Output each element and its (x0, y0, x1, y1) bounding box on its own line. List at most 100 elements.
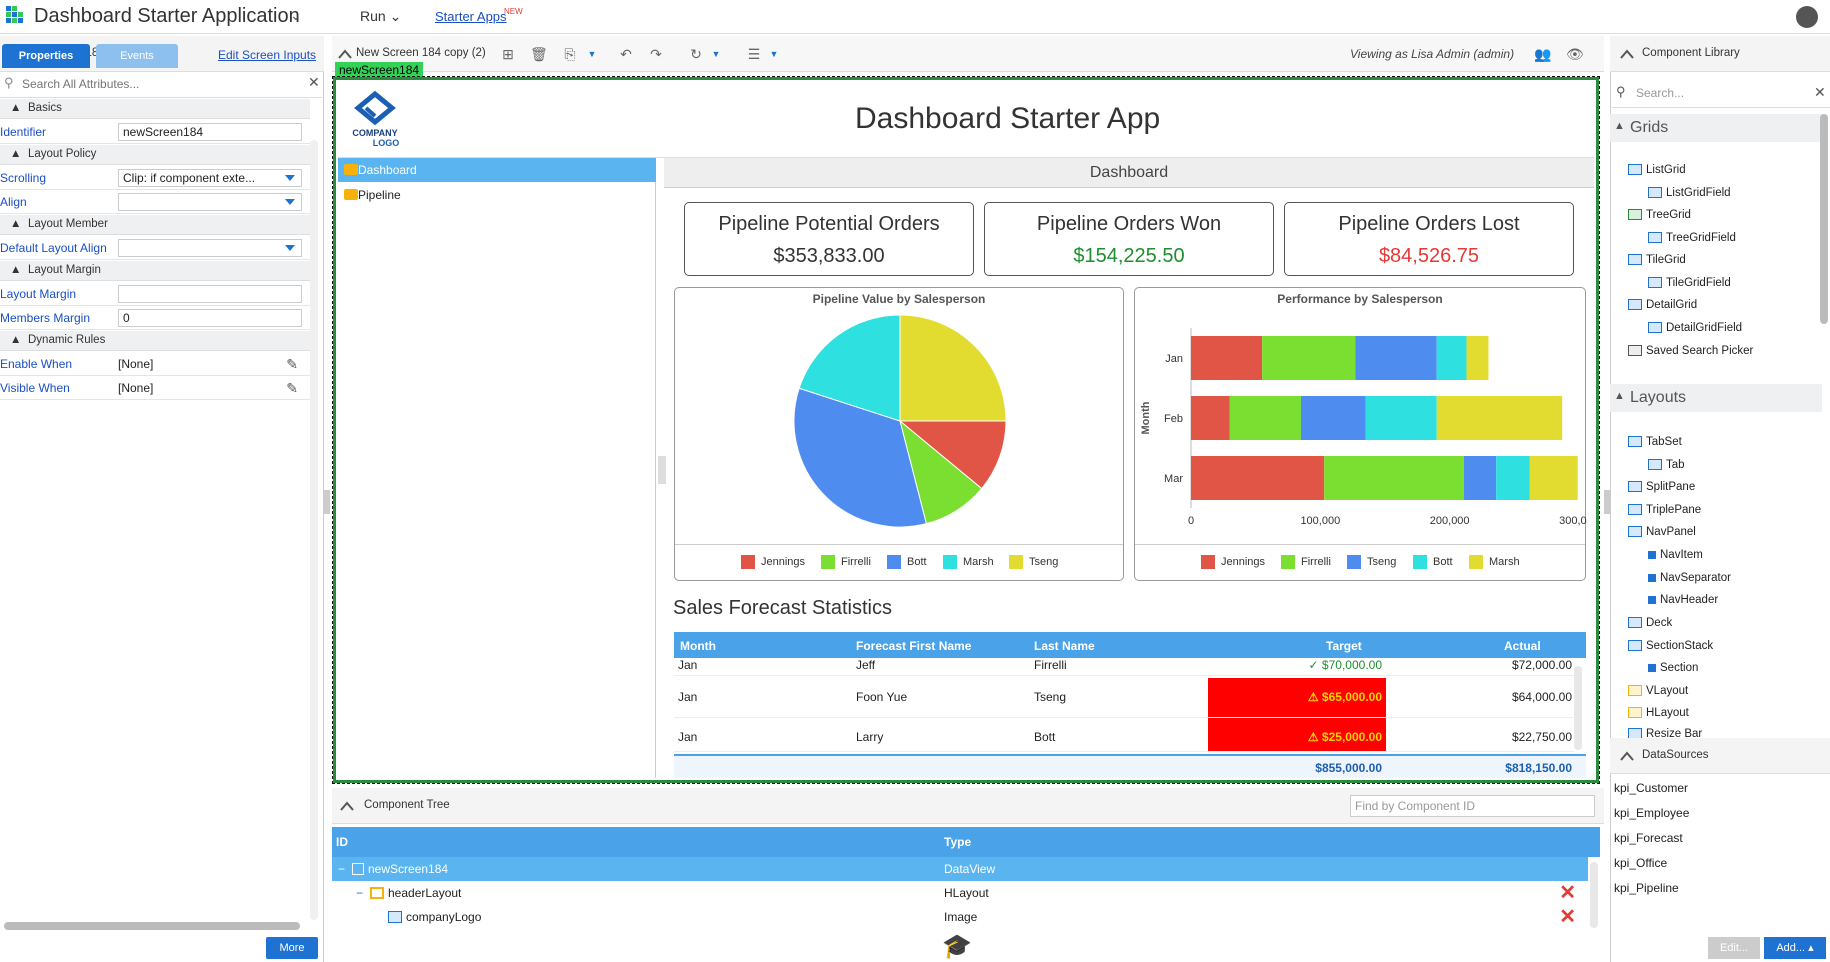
lib-item-saved-search-picker[interactable]: Saved Search Picker (1628, 345, 1753, 357)
legend-item[interactable]: Bott (1413, 555, 1453, 569)
legend-item[interactable]: Marsh (943, 555, 994, 569)
lib-item-tab[interactable]: Tab (1648, 459, 1685, 471)
lib-item-tilegrid[interactable]: TileGrid (1628, 254, 1686, 266)
bar-feb-tseng[interactable] (1300, 396, 1366, 440)
identifier-field[interactable]: newScreen184 (118, 123, 302, 141)
datasource-item[interactable]: kpi_Pipeline (1614, 881, 1679, 895)
edit-screen-inputs-link[interactable]: Edit Screen Inputs (218, 48, 317, 62)
find-component-input[interactable]: Find by Component ID (1350, 795, 1595, 817)
bar-feb-jennings[interactable] (1191, 396, 1230, 440)
lib-item-tabset[interactable]: TabSet (1628, 436, 1682, 448)
datasource-item[interactable]: kpi_Office (1614, 856, 1668, 870)
add-screen-icon[interactable]: ⊞ (502, 46, 514, 62)
datasource-item[interactable]: kpi_Employee (1614, 806, 1690, 820)
pie-slice-tseng[interactable] (899, 314, 1007, 422)
bar-mar-jennings[interactable] (1191, 456, 1325, 500)
search-attributes-input[interactable] (20, 75, 300, 93)
col-header[interactable]: Forecast First Name (856, 639, 972, 653)
section-layout-policy[interactable]: ▲ Layout Policy (0, 145, 310, 165)
graduation-cap-icon[interactable]: 🎓 (942, 933, 972, 960)
tab-properties[interactable]: Properties (2, 44, 90, 68)
lib-item-tilegridfield[interactable]: TileGridField (1648, 277, 1731, 289)
menu-icon[interactable]: ☰ (747, 46, 761, 62)
starter-apps-link[interactable]: Starter Apps (435, 9, 507, 24)
lib-item-listgridfield[interactable]: ListGridField (1648, 187, 1731, 199)
tree-row[interactable]: − newScreen184 DataView (332, 857, 1588, 881)
chevron-down-icon[interactable]: ▼ (587, 49, 597, 59)
pie-slice-jennings[interactable] (898, 420, 1007, 490)
trash-icon[interactable]: 🗑 (530, 46, 548, 62)
layout-margin-field[interactable] (118, 285, 302, 303)
library-scrollbar[interactable] (1820, 114, 1828, 324)
chevron-down-icon[interactable]: ▼ (769, 49, 779, 59)
collapse-toggle-icon[interactable]: − (356, 886, 364, 900)
col-header[interactable]: Last Name (1034, 639, 1095, 653)
nav-item-pipeline[interactable]: Pipeline (338, 183, 656, 207)
delete-icon[interactable]: ✕ (1559, 906, 1576, 928)
bar-mar-bott[interactable] (1496, 456, 1530, 500)
bar-jan-bott[interactable] (1436, 336, 1467, 380)
app-title[interactable]: Dashboard Starter Application (34, 5, 300, 27)
table-row[interactable]: Jan Larry Bott ⚠ $25,000.00 $22,750.00 (674, 718, 1574, 752)
lib-item-navpanel[interactable]: NavPanel (1628, 526, 1696, 538)
scrolling-select[interactable]: Clip: if component exte... (118, 169, 302, 187)
pie-slice-bott[interactable] (793, 387, 927, 528)
col-header[interactable]: Type (944, 835, 972, 849)
legend-item[interactable]: Tseng (1347, 555, 1396, 569)
collapse-left-handle[interactable] (324, 490, 330, 514)
col-header[interactable]: ID (336, 835, 348, 849)
lib-item-detailgridfield[interactable]: DetailGridField (1648, 322, 1742, 334)
lib-item-navseparator[interactable]: NavSeparator (1648, 572, 1731, 584)
delete-icon[interactable]: ✕ (1559, 882, 1576, 904)
user-account-icon[interactable] (1796, 6, 1818, 28)
col-header[interactable]: Actual (1504, 639, 1541, 653)
run-menu[interactable]: Run ⌄ (360, 8, 401, 25)
clear-icon[interactable]: ✕ (1814, 84, 1826, 100)
clear-icon[interactable]: ✕ (308, 74, 320, 90)
lib-item-section[interactable]: Section (1648, 662, 1698, 674)
export-icon[interactable]: ⎘ (564, 46, 576, 62)
lib-item-splitpane[interactable]: SplitPane (1628, 481, 1695, 493)
table-row[interactable]: Jan Jeff Firrelli ✓ $70,000.00 $72,000.0… (674, 658, 1574, 676)
datasource-item[interactable]: kpi_Forecast (1614, 831, 1683, 845)
col-header[interactable]: Month (680, 639, 716, 653)
lib-item-hlayout[interactable]: HLayout (1628, 707, 1689, 719)
collapse-icon[interactable] (340, 801, 354, 811)
default-layout-align-select[interactable] (118, 239, 302, 257)
legend-item[interactable]: Tseng (1009, 555, 1058, 569)
sales-grid-scrollbar[interactable] (1574, 666, 1582, 750)
add-datasource-button[interactable]: Add... ▴ (1764, 937, 1826, 959)
dashboard-section-header[interactable]: Dashboard (664, 158, 1594, 188)
group-layouts[interactable]: ▲ Layouts (1610, 384, 1822, 412)
more-button[interactable]: More (266, 937, 318, 959)
lib-item-vlayout[interactable]: VLayout (1628, 685, 1688, 697)
bar-jan-jennings[interactable] (1191, 336, 1263, 380)
tree-row[interactable]: − headerLayout HLayout ✕ (332, 881, 1588, 905)
section-dynamic-rules[interactable]: ▲ Dynamic Rules (0, 331, 310, 351)
chevron-down-icon[interactable]: ⌄ (290, 7, 302, 23)
tree-scrollbar[interactable] (1590, 862, 1598, 928)
refresh-icon[interactable]: ↻ (690, 46, 702, 62)
datasource-item[interactable]: kpi_Customer (1614, 781, 1689, 795)
table-row[interactable]: Jan Foon Yue Tseng ⚠ $65,000.00 $64,000.… (674, 678, 1574, 718)
lib-item-treegridfield[interactable]: TreeGridField (1648, 232, 1736, 244)
col-header[interactable]: Target (1326, 639, 1362, 653)
lib-item-navheader[interactable]: NavHeader (1648, 594, 1718, 606)
chevron-down-icon[interactable]: ▼ (711, 49, 721, 59)
collapse-icon[interactable] (338, 49, 352, 59)
bar-feb-bott[interactable] (1365, 396, 1437, 440)
bar-feb-marsh[interactable] (1436, 396, 1563, 440)
nav-item-dashboard[interactable]: Dashboard (338, 158, 656, 182)
bar-jan-tseng[interactable] (1355, 336, 1437, 380)
bar-feb-firrelli[interactable] (1229, 396, 1301, 440)
legend-item[interactable]: Jennings (741, 555, 805, 569)
lib-item-triplepane[interactable]: TriplePane (1628, 504, 1701, 516)
bar-mar-tseng[interactable] (1463, 456, 1497, 500)
lib-item-navitem[interactable]: NavItem (1648, 549, 1703, 561)
eye-icon[interactable]: 👁 (1566, 46, 1584, 62)
group-grids[interactable]: ▲ Grids (1610, 114, 1822, 142)
collapse-icon[interactable] (1620, 751, 1634, 761)
tab-events[interactable]: Events (96, 44, 178, 68)
bar-mar-marsh[interactable] (1529, 456, 1578, 500)
legend-item[interactable]: Jennings (1201, 555, 1265, 569)
